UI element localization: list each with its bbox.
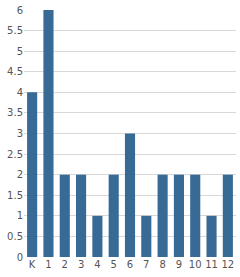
svg-text:11: 11 [205, 259, 218, 270]
svg-text:0: 0 [17, 252, 23, 263]
svg-text:0.5: 0.5 [7, 231, 23, 242]
svg-text:7: 7 [143, 259, 149, 270]
svg-text:5: 5 [111, 259, 117, 270]
svg-text:10: 10 [189, 259, 202, 270]
svg-text:12: 12 [221, 259, 234, 270]
svg-text:2: 2 [62, 259, 68, 270]
svg-text:3.5: 3.5 [7, 107, 23, 118]
svg-text:5: 5 [17, 46, 23, 57]
svg-text:4: 4 [94, 259, 100, 270]
svg-text:8: 8 [159, 259, 165, 270]
svg-text:9: 9 [176, 259, 182, 270]
svg-text:5.5: 5.5 [7, 25, 23, 36]
svg-text:2.5: 2.5 [7, 149, 23, 160]
svg-text:4: 4 [17, 87, 23, 98]
svg-text:3: 3 [78, 259, 84, 270]
svg-text:2: 2 [17, 169, 23, 180]
svg-text:1: 1 [45, 259, 51, 270]
svg-text:6: 6 [17, 5, 23, 16]
svg-text:3: 3 [17, 128, 23, 139]
svg-text:4.5: 4.5 [7, 66, 23, 77]
svg-text:1.5: 1.5 [7, 190, 23, 201]
svg-text:K: K [29, 259, 36, 270]
svg-text:1: 1 [17, 210, 23, 221]
svg-text:6: 6 [127, 259, 133, 270]
